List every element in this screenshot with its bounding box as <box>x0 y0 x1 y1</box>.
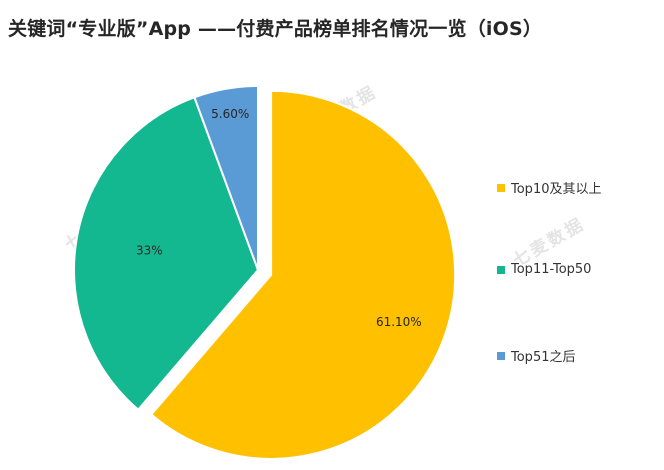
legend-item-3: Top51之后 <box>497 346 575 365</box>
pie-slice-2 <box>73 96 260 412</box>
pie-slice-3 <box>193 84 259 271</box>
data-label-3: 5.60% <box>211 107 249 121</box>
legend-label-2: Top11-Top50 <box>511 262 592 277</box>
data-label-1: 61.10% <box>376 315 422 329</box>
legend-item-1: Top10及其以上 <box>497 178 601 197</box>
legend-label-3: Top51之后 <box>511 350 576 365</box>
legend-swatch-2 <box>497 265 505 274</box>
chart-title: 关键词“专业版”App ——付费产品榜单排名情况一览（iOS） <box>8 18 543 40</box>
legend-swatch-3 <box>497 351 505 360</box>
data-label-2: 33% <box>136 243 163 257</box>
legend-label-1: Top10及其以上 <box>511 182 602 197</box>
legend-swatch-1 <box>497 183 505 192</box>
pie-slice-1 <box>149 89 457 460</box>
legend-item-2: Top11-Top50 <box>497 262 591 277</box>
